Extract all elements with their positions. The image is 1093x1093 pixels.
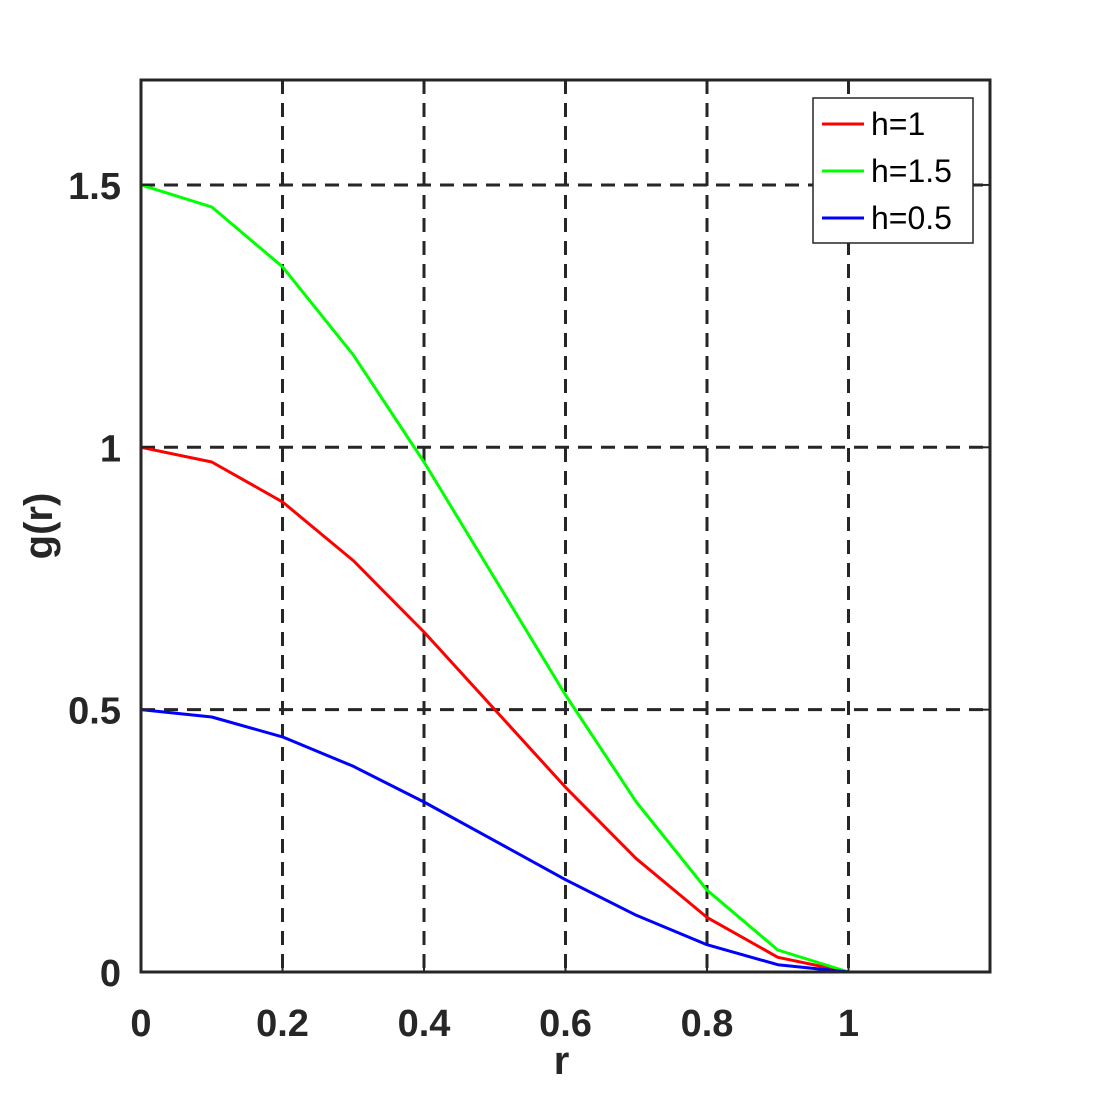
x-tick-label: 0.2 <box>256 1003 309 1045</box>
y-tick-label: 0.5 <box>68 691 121 733</box>
x-tick-label: 0.4 <box>398 1003 451 1045</box>
x-axis-label: r <box>554 1039 570 1083</box>
ticks: 0 0.2 0.4 0.6 0.8 1 0 0.5 1 1.5 <box>68 80 990 1045</box>
x-tick-label: 0.6 <box>539 1003 592 1045</box>
legend-label: h=1.5 <box>871 153 952 189</box>
x-tick-label: 0 <box>130 1003 151 1045</box>
y-tick-label: 0 <box>100 953 121 995</box>
series-lines <box>140 183 990 974</box>
y-tick-label: 1 <box>100 428 121 470</box>
x-tick-label: 1 <box>838 1003 859 1045</box>
y-axis-label: g(r) <box>17 493 61 560</box>
series-line <box>140 183 990 974</box>
x-tick-label: 0.8 <box>681 1003 734 1045</box>
legend-label: h=1 <box>871 106 925 142</box>
legend-label: h=0.5 <box>871 200 952 236</box>
legend: h=1 h=1.5 h=0.5 <box>812 97 974 244</box>
y-tick-label: 1.5 <box>68 166 121 208</box>
